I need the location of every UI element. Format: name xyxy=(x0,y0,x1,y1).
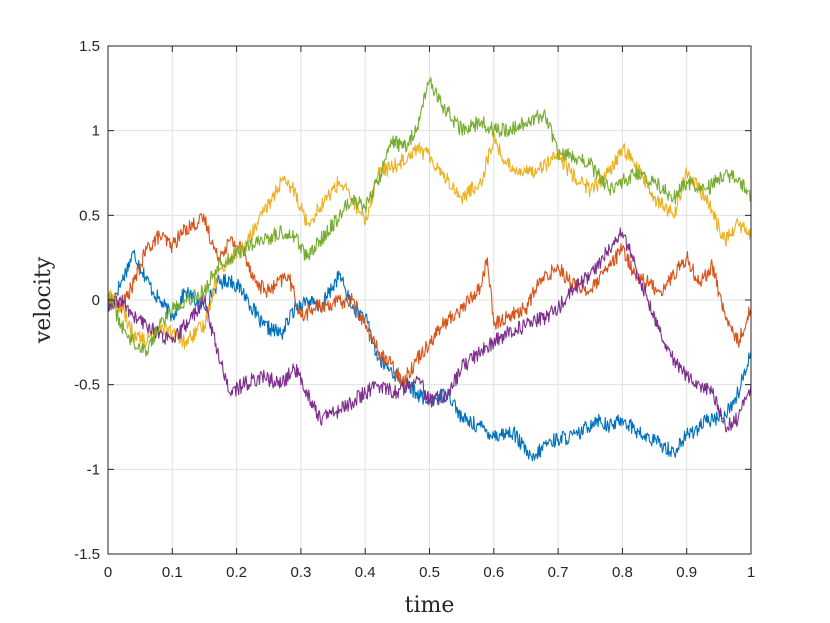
x-tick-label: 0.5 xyxy=(419,564,440,581)
x-tick-label: 0.2 xyxy=(226,564,247,581)
x-tick-label: 1 xyxy=(747,564,755,581)
x-tick-label: 0.9 xyxy=(676,564,697,581)
y-tick-label: -1.5 xyxy=(74,546,100,563)
y-tick-label: 0 xyxy=(92,292,100,309)
ticks xyxy=(107,45,752,555)
y-tick-label: 1.5 xyxy=(79,38,100,55)
series-line-4 xyxy=(107,227,752,433)
series-group xyxy=(107,77,752,462)
series-line-5 xyxy=(107,77,752,357)
x-tick-labels: 0 0.1 0.2 0.3 0.4 0.5 0.6 0.7 0.8 0.9 1 xyxy=(104,564,755,581)
y-tick-label: 1 xyxy=(92,123,100,140)
y-tick-labels: -1.5 -1 -0.5 0 0.5 1 1.5 xyxy=(74,38,100,563)
series-line-3 xyxy=(107,133,752,350)
x-axis-label: time xyxy=(405,593,455,618)
y-axis-label: velocity xyxy=(31,256,56,344)
x-tick-label: 0.4 xyxy=(355,564,376,581)
x-tick-label: 0.1 xyxy=(162,564,183,581)
y-tick-label: 0.5 xyxy=(79,207,100,224)
series-line-2 xyxy=(107,213,752,388)
x-tick-label: 0 xyxy=(104,564,112,581)
y-tick-label: -0.5 xyxy=(74,377,100,394)
x-tick-label: 0.3 xyxy=(290,564,311,581)
y-tick-label: -1 xyxy=(87,461,100,478)
x-tick-label: 0.6 xyxy=(483,564,504,581)
x-tick-label: 0.8 xyxy=(612,564,633,581)
x-tick-label: 0.7 xyxy=(548,564,569,581)
